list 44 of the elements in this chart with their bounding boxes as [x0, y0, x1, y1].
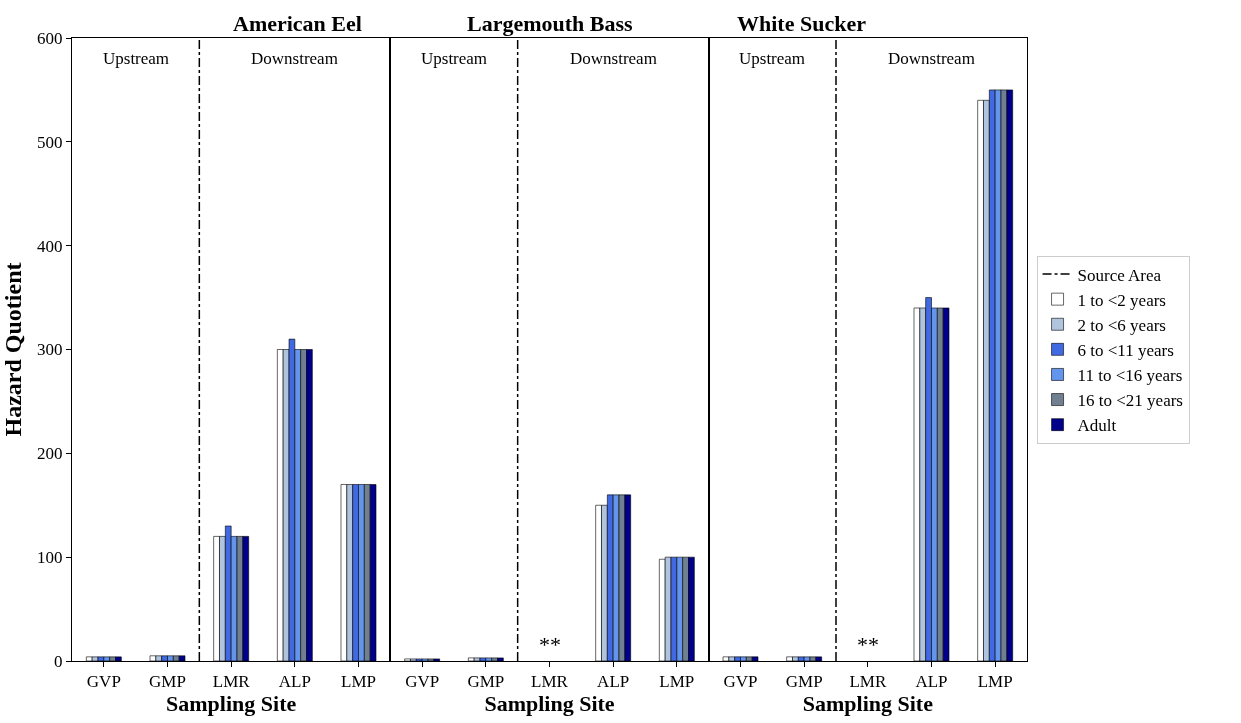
annotation: Downstream [251, 49, 338, 68]
annotation: Upstream [103, 49, 170, 68]
annotation: ** [857, 632, 879, 657]
x-tick-label: ALP [597, 672, 630, 692]
y-axis-title: Hazard Quotient [0, 262, 27, 437]
x-tick-label: LMR [531, 672, 569, 692]
y-tick-label: 300 [37, 340, 63, 360]
x-tick-label: LMP [977, 672, 1013, 692]
x-tick-label: GMP [467, 672, 505, 692]
legend-label: 2 to <6 years [1077, 315, 1166, 335]
x-tick-label: GVP [405, 672, 440, 692]
x-tick-label: GMP [785, 672, 823, 692]
y-tick-label: 100 [37, 548, 63, 568]
legend-label: Adult [1077, 416, 1117, 436]
x-axis-title: Sampling Site [802, 691, 934, 717]
x-tick-label: LMP [341, 672, 376, 692]
y-tick-label: 400 [37, 236, 63, 256]
chart-title: Largemouth Bass [467, 11, 634, 36]
legend-label: 11 to <16 years [1077, 366, 1183, 386]
annotation: Upstream [421, 49, 488, 68]
x-tick-label: GVP [723, 672, 758, 692]
annotation: Downstream [888, 49, 975, 68]
y-tick-label: 500 [37, 132, 63, 152]
y-tick-label: 600 [37, 28, 63, 48]
x-tick-label: ALP [915, 672, 948, 692]
x-tick-label: GMP [149, 672, 186, 692]
chart-title: White Sucker [737, 11, 867, 36]
annotation: Upstream [739, 49, 806, 68]
annotation: ** [539, 632, 561, 657]
y-tick-label: 200 [37, 444, 63, 464]
annotation: Downstream [570, 49, 657, 68]
x-axis-title: Sampling Site [484, 691, 615, 717]
x-tick-label: LMR [849, 672, 887, 692]
legend-label: 16 to <21 years [1077, 391, 1183, 411]
x-tick-label: GVP [86, 672, 121, 692]
x-tick-label: LMR [212, 672, 251, 692]
x-tick-label: ALP [278, 672, 311, 692]
chart-title: American Eel [233, 11, 362, 36]
legend-label: 6 to <11 years [1077, 340, 1174, 360]
source-note: Source Area [1077, 265, 1162, 285]
x-tick-label: LMP [659, 672, 695, 692]
y-tick-label: 0 [54, 651, 63, 671]
legend-label: 1 to <2 years [1077, 290, 1166, 310]
x-axis-title: Sampling Site [166, 691, 297, 717]
